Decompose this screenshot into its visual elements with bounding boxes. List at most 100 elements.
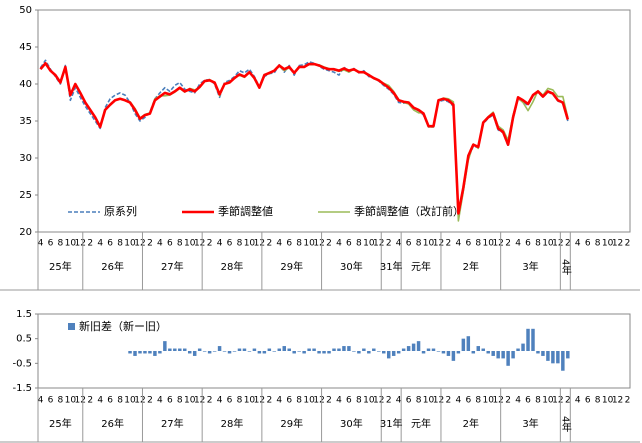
bar	[396, 351, 401, 354]
x-tick-label: 4	[396, 396, 402, 406]
x-tick-label: 4	[456, 396, 462, 406]
x-tick-label: 2	[147, 239, 153, 249]
year-label: 2年	[463, 417, 479, 430]
x-tick-label: 10	[303, 239, 315, 249]
bar	[187, 351, 192, 354]
bar	[277, 348, 282, 351]
x-tick-label: 12	[75, 396, 86, 406]
year-label: 3年	[522, 260, 538, 273]
x-tick-label: 12	[433, 239, 444, 249]
x-tick-label: 8	[535, 239, 541, 249]
x-tick-label: 8	[237, 239, 243, 249]
x-tick-label: 12	[254, 396, 265, 406]
x-tick-label: 4	[38, 396, 44, 406]
x-tick-label: 12	[254, 239, 265, 249]
bar	[173, 348, 177, 351]
x-tick-label: 4	[456, 239, 462, 249]
bar	[327, 351, 331, 354]
bar	[521, 343, 525, 351]
x-tick-label: 10	[65, 239, 77, 249]
x-tick-label: 4	[336, 239, 342, 249]
x-tick-label: 10	[542, 239, 554, 249]
x-tick-label: 4	[97, 396, 103, 406]
x-tick-label: 8	[237, 396, 243, 406]
legend-label: 新旧差（新ー旧）	[79, 319, 167, 333]
x-tick-label: 2	[87, 396, 93, 406]
bar	[168, 348, 172, 351]
bar	[133, 351, 137, 356]
year-label: 31年	[380, 260, 403, 273]
x-tick-label: 4	[276, 239, 282, 249]
bar	[247, 351, 252, 352]
legend-label: 季節調整値	[218, 204, 273, 218]
x-tick-label: 6	[525, 239, 531, 249]
bar	[386, 351, 391, 359]
bar	[491, 351, 495, 356]
bar	[561, 351, 565, 371]
x-tick-label: 4	[336, 396, 342, 406]
bar	[257, 351, 262, 354]
bar	[292, 351, 296, 354]
plot-frame	[37, 9, 631, 233]
x-tick-label: 2	[207, 239, 213, 249]
year-label: 28年	[221, 260, 244, 273]
x-tick-label: 10	[542, 396, 554, 406]
series-line	[39, 62, 569, 222]
bar	[531, 328, 535, 351]
bar	[362, 348, 366, 351]
y-tick-label: 45	[19, 42, 32, 53]
x-tick-label: 2	[207, 396, 213, 406]
bar	[416, 341, 421, 351]
x-tick-label: 6	[227, 396, 233, 406]
x-tick-label: 6	[406, 239, 412, 249]
x-tick-label: 12	[612, 396, 623, 406]
x-tick-label: 8	[475, 396, 481, 406]
bar	[461, 338, 466, 351]
x-tick-label: 8	[416, 239, 422, 249]
x-tick-label: 10	[602, 396, 614, 406]
x-tick-label: 10	[423, 396, 435, 406]
bar	[501, 351, 505, 359]
y-tick-label: -1.5	[12, 383, 32, 394]
x-tick-label: 2	[505, 239, 511, 249]
x-tick-label: 4	[157, 396, 163, 406]
bar	[516, 348, 520, 351]
x-tick-label: 6	[48, 396, 54, 406]
x-tick-label: 2	[147, 396, 153, 406]
y-tick-label: 50	[19, 5, 32, 16]
bar	[436, 351, 441, 352]
bar	[506, 351, 510, 366]
x-tick-label: 12	[134, 396, 145, 406]
bar	[252, 348, 257, 351]
x-tick-label: 4	[97, 239, 103, 249]
x-tick-label: 12	[552, 239, 563, 249]
x-tick-label: 12	[612, 239, 623, 249]
bar	[337, 348, 341, 351]
bar	[148, 351, 152, 354]
bar	[272, 351, 277, 352]
plot-frame	[37, 313, 631, 389]
x-tick-label: 4	[217, 396, 223, 406]
bar	[232, 351, 237, 352]
x-tick-label: 4	[157, 239, 163, 249]
x-tick-label: 2	[87, 239, 93, 249]
bar	[382, 351, 386, 354]
x-tick-label: 2	[386, 396, 392, 406]
x-tick-label: 10	[482, 239, 494, 249]
x-tick-label: 10	[602, 239, 614, 249]
bar	[138, 351, 142, 354]
bar	[153, 351, 157, 356]
x-tick-label: 4	[276, 396, 282, 406]
bar	[282, 346, 286, 351]
bar	[197, 348, 202, 351]
bar	[536, 351, 540, 354]
bar	[237, 348, 242, 351]
bar	[178, 348, 182, 351]
bar	[401, 348, 406, 351]
x-tick-label: 12	[492, 396, 503, 406]
y-tick-label: 35	[19, 116, 32, 127]
year-label: 30年	[340, 260, 363, 273]
series-line	[39, 59, 569, 220]
year-label: 28年	[221, 417, 244, 430]
